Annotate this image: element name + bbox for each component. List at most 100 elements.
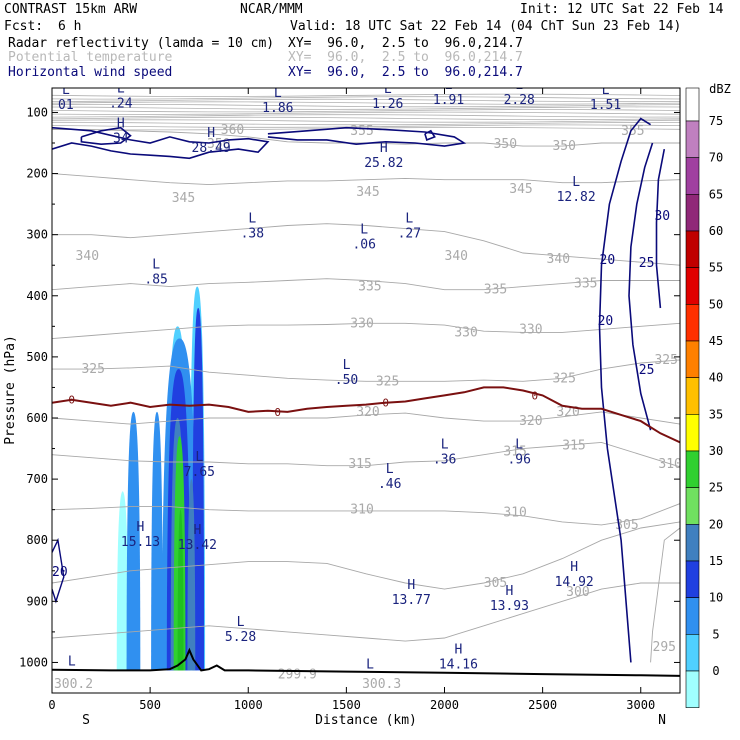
colorbar-segment (685, 87, 700, 122)
colorbar-segment (685, 634, 700, 672)
colorbar-segment (685, 414, 700, 452)
extremum-value-label: .85 (144, 272, 167, 287)
wind-contour (655, 148, 666, 309)
colorbar-level-label: 10 (709, 591, 723, 605)
field-xy-theta: XY= 96.0, 2.5 to 96.0,214.7 (288, 50, 523, 65)
theta-label: 325 (552, 371, 575, 386)
x-tick-label: 3000 (626, 698, 655, 712)
theta-label: 320 (556, 405, 579, 420)
theta-contour (52, 109, 680, 113)
extremum-type-label: L (68, 655, 76, 670)
extremum-type-label: L (343, 358, 351, 373)
field-xy-reflectivity: XY= 96.0, 2.5 to 96.0,214.7 (288, 36, 523, 51)
valid-time: Valid: 18 UTC Sat 22 Feb 14 (04 ChT Sun … (290, 19, 682, 34)
theta-label: 305 (484, 576, 507, 591)
theta-label: 340 (445, 249, 468, 264)
colorbar-segment (685, 194, 700, 232)
theta-label: 340 (547, 252, 570, 267)
colorbar-segment (685, 230, 700, 268)
y-tick-label: 300 (26, 228, 48, 242)
theta-contour (52, 124, 680, 128)
freezing-level-label: 0 (382, 397, 389, 410)
colorbar-segment (685, 157, 700, 195)
extremum-type-label: H (117, 117, 125, 132)
colorbar-segment (685, 377, 700, 415)
extremum-value-label: 2.28 (504, 93, 535, 108)
extremum-value-label: 7.65 (184, 465, 215, 480)
theta-contour (52, 96, 680, 100)
colorbar-segment (685, 487, 700, 525)
forecast-value: 6 h (58, 19, 82, 34)
wind-contour (628, 142, 654, 431)
theta-contour (650, 527, 680, 663)
extremum-value-label: 28.49 (192, 141, 231, 156)
extremum-type-label: H (407, 578, 415, 593)
model-title: CONTRAST 15km ARW (4, 2, 138, 17)
wind-speed-label: 20 (598, 314, 614, 329)
reflectivity-plume (192, 308, 205, 671)
x-tick-label: 1000 (234, 698, 263, 712)
wind-speed-label: 25 (639, 256, 655, 271)
y-tick-label: 400 (26, 289, 48, 303)
theta-label: 355 (350, 124, 373, 139)
freezing-level-label: 0 (531, 389, 538, 402)
extremum-type-label: L (602, 83, 610, 98)
y-tick-label: 500 (26, 350, 48, 364)
extremum-type-label: H (380, 141, 388, 156)
field-title-theta: Potential temperature (8, 50, 173, 65)
extremum-value-label: 34 (113, 132, 129, 147)
extremum-type-label: L (386, 462, 394, 477)
theta-label: 315 (503, 445, 526, 460)
extremum-type-label: H (207, 126, 215, 141)
colorbar-level-label: 60 (709, 224, 723, 238)
y-axis-label: Pressure (hPa) (3, 335, 18, 445)
reflectivity-plume (126, 411, 141, 671)
institution-title: NCAR/MMM (240, 2, 303, 17)
extremum-type-label: L (117, 81, 125, 96)
colorbar-level-label: 25 (709, 481, 723, 495)
colorbar-segment (685, 560, 700, 598)
extremum-type-label: L (62, 83, 70, 98)
colorbar-segment (685, 597, 700, 635)
extremum-value-label: .96 (507, 453, 530, 468)
theta-label: 350 (494, 137, 517, 152)
x-tick-label: 0 (48, 698, 55, 712)
colorbar-level-label: 70 (709, 151, 723, 165)
extremum-type-label: H (137, 520, 145, 535)
y-tick-label: 100 (26, 105, 48, 119)
theta-label: 350 (552, 139, 575, 154)
colorbar-level-label: 55 (709, 261, 723, 275)
theta-contour (52, 111, 680, 115)
extremum-value-label: .46 (378, 477, 401, 492)
extremum-value-label: 01 (58, 98, 74, 113)
theta-label: 325 (81, 362, 104, 377)
colorbar-level-label: 5 (712, 627, 719, 641)
theta-label: 300.3 (362, 677, 401, 692)
theta-label: 345 (356, 185, 379, 200)
extremum-value-label: .50 (335, 373, 358, 388)
extremum-type-label: L (152, 257, 160, 272)
colorbar-segment (685, 120, 700, 158)
wind-contour (52, 537, 65, 604)
y-tick-label: 700 (26, 472, 48, 486)
colorbar-level-label: 30 (709, 444, 723, 458)
x-right-end-label: N (658, 713, 666, 728)
theta-label: 325 (654, 353, 677, 368)
x-left-end-label: S (82, 713, 90, 728)
theta-contour (52, 101, 680, 105)
theta-contour (52, 93, 680, 98)
surface-pressure-line (52, 647, 680, 677)
extremum-value-label: .36 (433, 453, 456, 468)
theta-label: 330 (350, 316, 373, 331)
extremum-value-label: 1.51 (590, 98, 621, 113)
y-tick-label: 200 (26, 167, 48, 181)
theta-label: 310 (503, 506, 526, 521)
theta-contour (52, 119, 680, 123)
wind-contour (598, 117, 652, 663)
theta-label: 310 (350, 503, 373, 518)
y-tick-label: 800 (26, 533, 48, 547)
field-title-wind: Horizontal wind speed (8, 65, 173, 80)
colorbar-segment (685, 450, 700, 488)
colorbar-segment (685, 670, 700, 708)
colorbar-level-label: 40 (709, 371, 723, 385)
